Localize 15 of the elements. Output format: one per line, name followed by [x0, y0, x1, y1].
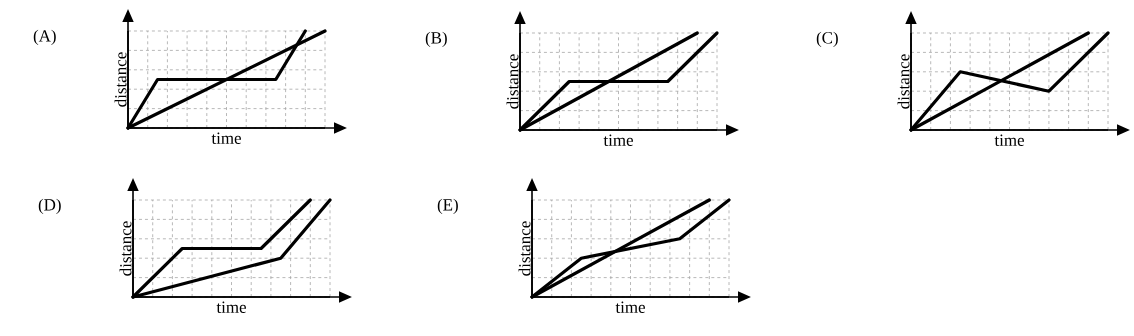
y-axis-title: distance	[114, 52, 127, 107]
chart-title: (D)	[38, 198, 61, 215]
x-axis-title: time	[994, 134, 1024, 146]
chart-title: (B)	[425, 31, 447, 48]
chart-title: (A)	[33, 29, 56, 46]
y-axis-title: distance	[506, 54, 519, 109]
y-axis-title: distance	[518, 221, 531, 276]
x-axis-title: time	[615, 301, 645, 313]
x-axis-title: time	[603, 134, 633, 146]
y-axis-title: distance	[119, 221, 132, 276]
x-axis-title: time	[211, 132, 241, 144]
x-axis-title: time	[216, 301, 246, 313]
chart-title: (C)	[816, 31, 838, 48]
chart-title: (E)	[437, 198, 458, 215]
y-axis-title: distance	[897, 54, 910, 109]
